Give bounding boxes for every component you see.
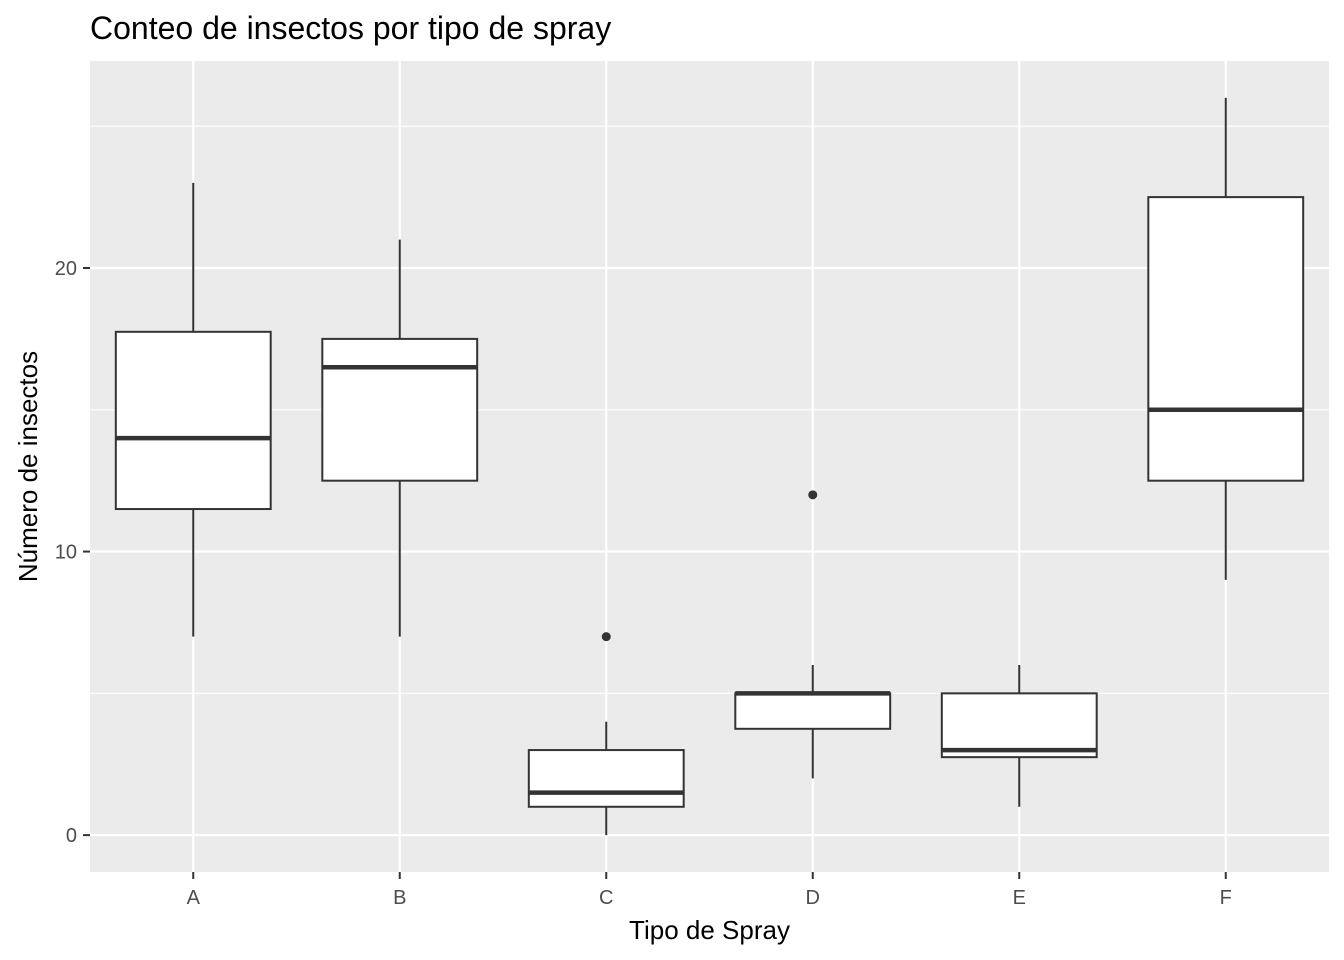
plot-panel	[90, 61, 1329, 872]
axes: 0 10 20 A B C D E F	[55, 258, 1232, 909]
x-tick-label: E	[1013, 887, 1026, 909]
x-tick-label: A	[187, 887, 201, 909]
box-iqr	[940, 692, 1098, 759]
y-tick-label: 10	[55, 542, 77, 564]
box-iqr	[527, 749, 685, 808]
x-tick-label: F	[1220, 887, 1232, 909]
box-F	[1147, 97, 1305, 580]
outlier-point	[808, 490, 818, 500]
box-D	[734, 490, 892, 779]
box-C	[527, 632, 685, 836]
x-tick-label: D	[806, 887, 820, 909]
box-B	[321, 239, 479, 637]
outlier-point	[601, 632, 611, 642]
y-tick-label: 20	[55, 258, 77, 280]
box-iqr	[1147, 196, 1305, 482]
box-iqr	[114, 330, 272, 511]
box-A	[114, 182, 272, 637]
boxes	[114, 97, 1305, 836]
x-axis-title: Tipo de Spray	[629, 915, 790, 945]
y-axis-title: Número de insectos	[13, 351, 43, 582]
box-E	[940, 664, 1098, 807]
y-tick-label: 0	[66, 825, 77, 847]
chart-title: Conteo de insectos por tipo de spray	[90, 10, 612, 46]
x-tick-label: C	[599, 887, 613, 909]
x-tick-label: B	[393, 887, 406, 909]
box-iqr	[321, 337, 479, 482]
box-iqr	[734, 692, 892, 730]
